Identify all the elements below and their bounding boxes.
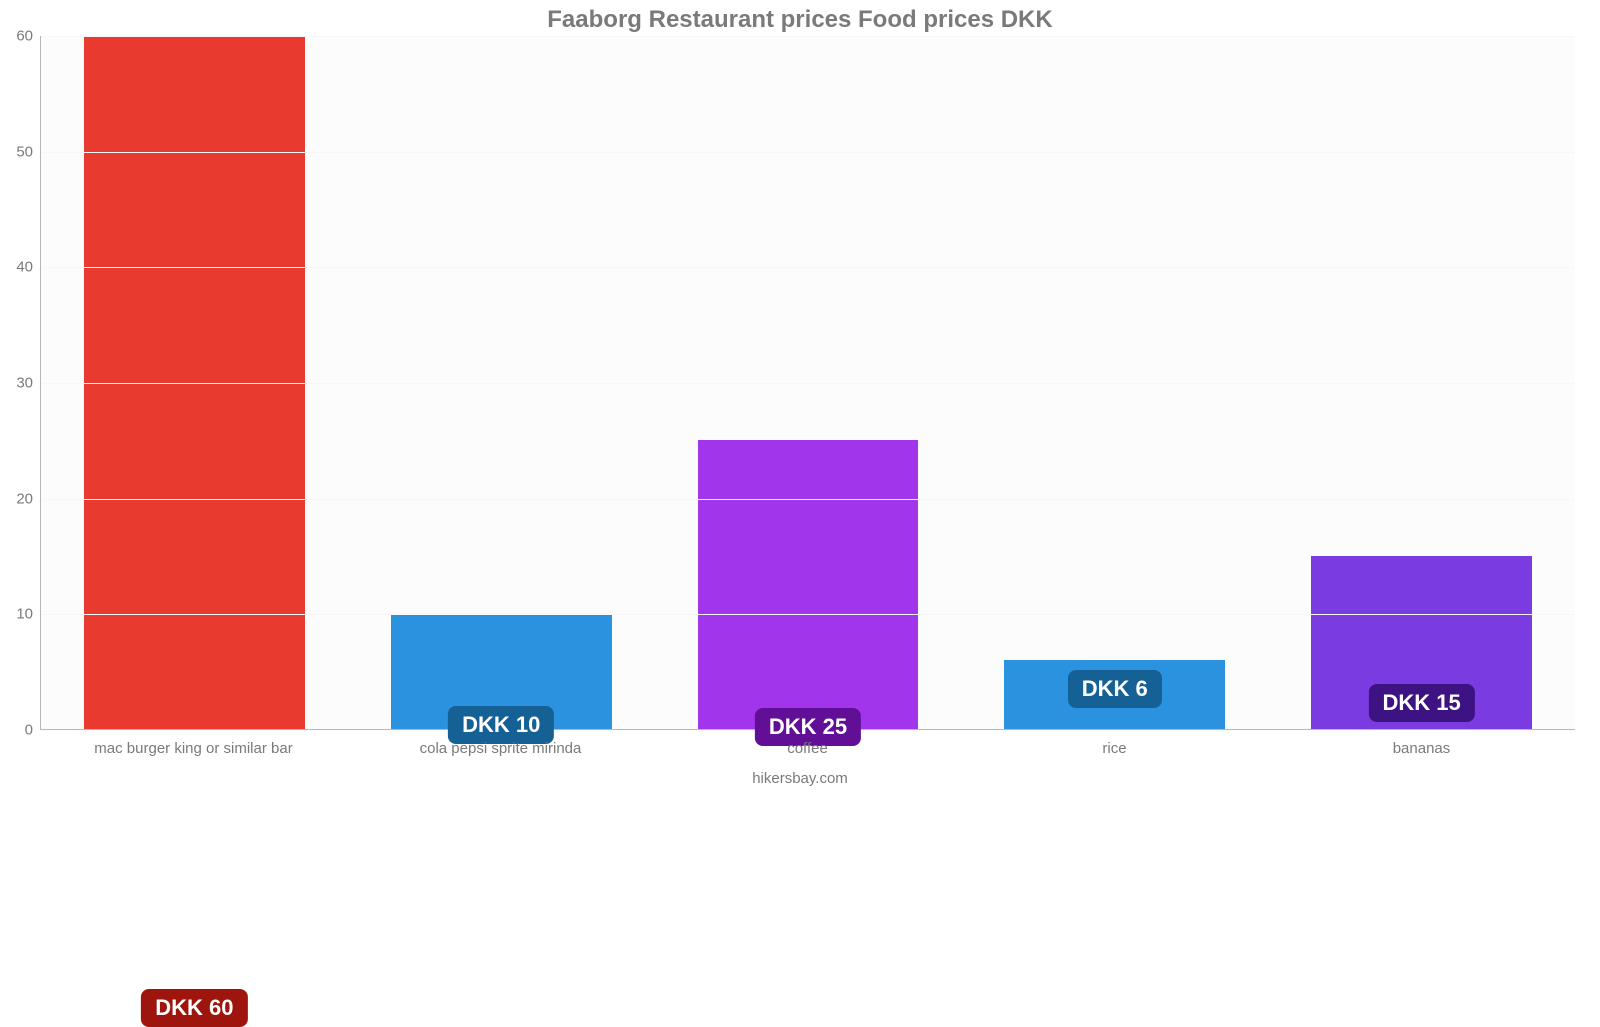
x-tick-label: mac burger king or similar bar	[40, 732, 347, 757]
x-axis: mac burger king or similar barcola pepsi…	[40, 732, 1575, 757]
credit-text: hikersbay.com	[0, 770, 1600, 787]
gridline	[41, 36, 1575, 37]
x-tick-label: bananas	[1268, 732, 1575, 757]
bar: DKK 25	[698, 440, 919, 729]
gridline	[41, 614, 1575, 615]
bar-value-label: DKK 60	[141, 989, 247, 1027]
chart-title: Faaborg Restaurant prices Food prices DK…	[0, 6, 1600, 34]
y-tick-label: 10	[16, 606, 33, 623]
x-tick-label: coffee	[654, 732, 961, 757]
gridline	[41, 267, 1575, 268]
bar-value-label: DKK 6	[1068, 670, 1162, 708]
y-tick-label: 30	[16, 375, 33, 392]
x-tick-label: rice	[961, 732, 1268, 757]
bar-value-label: DKK 15	[1368, 684, 1474, 722]
y-tick-label: 60	[16, 28, 33, 45]
gridline	[41, 499, 1575, 500]
gridline	[41, 152, 1575, 153]
y-tick-label: 0	[25, 722, 33, 739]
gridline	[41, 383, 1575, 384]
bar: DKK 15	[1311, 556, 1532, 729]
y-tick-label: 50	[16, 143, 33, 160]
chart-container: Faaborg Restaurant prices Food prices DK…	[0, 0, 1600, 800]
bar: DKK 6	[1004, 660, 1225, 729]
y-tick-label: 20	[16, 490, 33, 507]
x-tick-label: cola pepsi sprite mirinda	[347, 732, 654, 757]
bar: DKK 10	[391, 614, 612, 730]
y-tick-label: 40	[16, 259, 33, 276]
plot-area: DKK 60DKK 10DKK 25DKK 6DKK 15 0102030405…	[40, 36, 1575, 730]
